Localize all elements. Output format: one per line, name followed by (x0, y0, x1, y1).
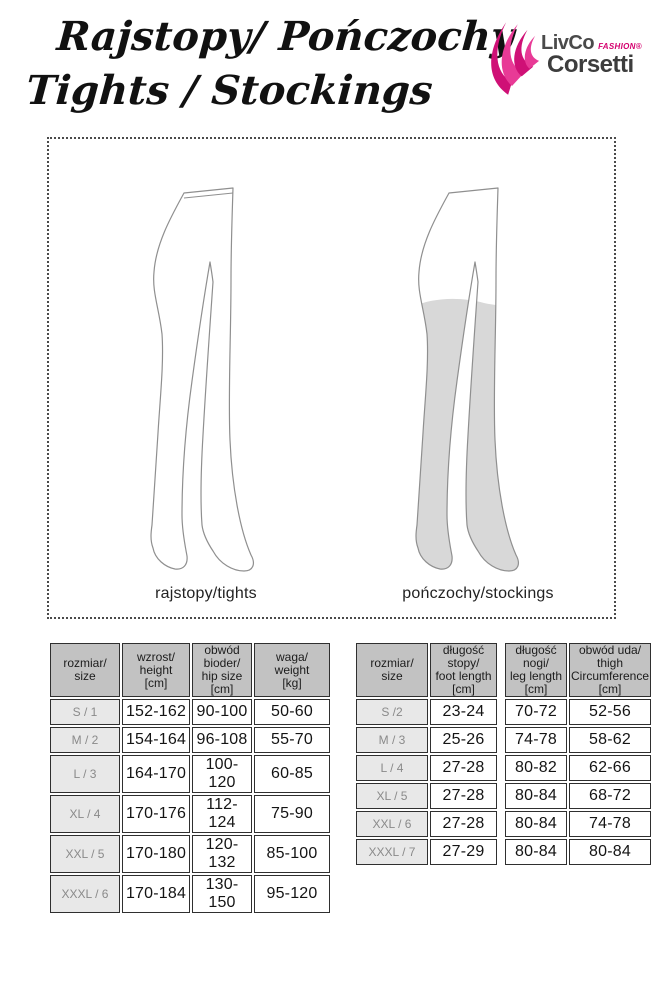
header-cell: rozmiar/ size (356, 643, 428, 697)
value-cell: 52-56 (569, 699, 652, 725)
table-row: L / 4 27-28 (356, 755, 497, 781)
stockings-size-table: rozmiar/ size długość stopy/ foot length … (354, 641, 653, 867)
value-cell: 74-78 (505, 727, 567, 753)
size-cell: S /2 (356, 699, 428, 725)
value-cell: 27-28 (430, 755, 497, 781)
value-cell: 120-132 (192, 835, 252, 873)
title-line-polish: Rajstopy/ Pończochy (55, 13, 516, 60)
livco-swirl-icon (491, 22, 540, 95)
table-row: 70-72 52-56 (505, 699, 652, 725)
size-cell: L / 4 (356, 755, 428, 781)
size-cell: XL / 4 (50, 795, 120, 833)
header-cell: obwód uda/ thigh Circumference [cm] (569, 643, 652, 697)
value-cell: 80-84 (505, 783, 567, 809)
value-cell: 95-120 (254, 875, 330, 913)
brand-fashion: FASHION® (598, 42, 642, 51)
table-row: XL / 5 27-28 (356, 783, 497, 809)
table-row: 80-82 62-66 (505, 755, 652, 781)
value-cell: 80-82 (505, 755, 567, 781)
header-cell: rozmiar/ size (50, 643, 120, 697)
illustration-box: rajstopy/tights pończochy/stockings (47, 137, 616, 619)
value-cell: 55-70 (254, 727, 330, 753)
value-cell: 68-72 (569, 783, 652, 809)
value-cell: 75-90 (254, 795, 330, 833)
header-cell: obwód bioder/ hip size [cm] (192, 643, 252, 697)
value-cell: 25-26 (430, 727, 497, 753)
value-cell: 154-164 (122, 727, 190, 753)
page-title: Rajstopy/ Pończochy Tights / Stockings (25, 10, 516, 118)
value-cell: 170-176 (122, 795, 190, 833)
size-cell: S / 1 (50, 699, 120, 725)
brand-livco: LivCo (541, 32, 595, 54)
value-cell: 100-120 (192, 755, 252, 793)
tights-size-table: rozmiar/ size wzrost/ height [cm] obwód bi… (48, 641, 332, 915)
size-cell: XXL / 6 (356, 811, 428, 837)
size-cell: XL / 5 (356, 783, 428, 809)
value-cell: 170-180 (122, 835, 190, 873)
table-row: 80-84 68-72 (505, 783, 652, 809)
table-row: 80-84 80-84 (505, 839, 652, 865)
value-cell: 90-100 (192, 699, 252, 725)
table-row: XXXL / 7 27-29 (356, 839, 497, 865)
brand-corsetti: Corsetti (547, 51, 634, 78)
value-cell: 62-66 (569, 755, 652, 781)
brand-logo: LivCo FASHION® Corsetti (483, 18, 642, 96)
table-row: S / 1 152-162 90-100 50-60 (50, 699, 330, 725)
header-cell: długość nogi/ leg length [cm] (505, 643, 567, 697)
value-cell: 85-100 (254, 835, 330, 873)
table-row: 74-78 58-62 (505, 727, 652, 753)
table-row: 80-84 74-78 (505, 811, 652, 837)
table-row: XXL / 5 170-180 120-132 85-100 (50, 835, 330, 873)
table-row: S /2 23-24 (356, 699, 497, 725)
table-row: XL / 4 170-176 112-124 75-90 (50, 795, 330, 833)
size-tables: rozmiar/ size wzrost/ height [cm] obwód bi… (48, 641, 653, 915)
table-row: XXXL / 6 170-184 130-150 95-120 (50, 875, 330, 913)
stockings-size-table-right: długość nogi/ leg length [cm] obwód uda/ … (503, 641, 653, 867)
value-cell: 80-84 (505, 839, 567, 865)
value-cell: 112-124 (192, 795, 252, 833)
header-cell: długość stopy/ foot length [cm] (430, 643, 497, 697)
value-cell: 27-28 (430, 811, 497, 837)
table-row: M / 3 25-26 (356, 727, 497, 753)
title-line-english: Tights / Stockings (24, 67, 435, 114)
value-cell: 50-60 (254, 699, 330, 725)
table-row: L / 3 164-170 100-120 60-85 (50, 755, 330, 793)
header-cell: wzrost/ height [cm] (122, 643, 190, 697)
tights-label: rajstopy/tights (155, 585, 257, 602)
tights-illustration (150, 187, 254, 572)
value-cell: 27-28 (430, 783, 497, 809)
size-cell: L / 3 (50, 755, 120, 793)
value-cell: 130-150 (192, 875, 252, 913)
value-cell: 80-84 (505, 811, 567, 837)
logo-text: LivCo FASHION® Corsetti (541, 32, 642, 79)
size-cell: M / 3 (356, 727, 428, 753)
value-cell: 58-62 (569, 727, 652, 753)
stockings-illustration (415, 187, 519, 572)
value-cell: 164-170 (122, 755, 190, 793)
value-cell: 23-24 (430, 699, 497, 725)
size-cell: XXXL / 7 (356, 839, 428, 865)
size-cell: XXL / 5 (50, 835, 120, 873)
value-cell: 70-72 (505, 699, 567, 725)
table-row: XXL / 6 27-28 (356, 811, 497, 837)
value-cell: 74-78 (569, 811, 652, 837)
value-cell: 96-108 (192, 727, 252, 753)
stockings-size-table-left: rozmiar/ size długość stopy/ foot length … (354, 641, 499, 867)
value-cell: 60-85 (254, 755, 330, 793)
table-row: M / 2 154-164 96-108 55-70 (50, 727, 330, 753)
value-cell: 27-29 (430, 839, 497, 865)
size-cell: XXXL / 6 (50, 875, 120, 913)
header-cell: waga/ weight [kg] (254, 643, 330, 697)
value-cell: 152-162 (122, 699, 190, 725)
size-cell: M / 2 (50, 727, 120, 753)
stockings-label: pończochy/stockings (402, 585, 554, 602)
value-cell: 80-84 (569, 839, 652, 865)
value-cell: 170-184 (122, 875, 190, 913)
